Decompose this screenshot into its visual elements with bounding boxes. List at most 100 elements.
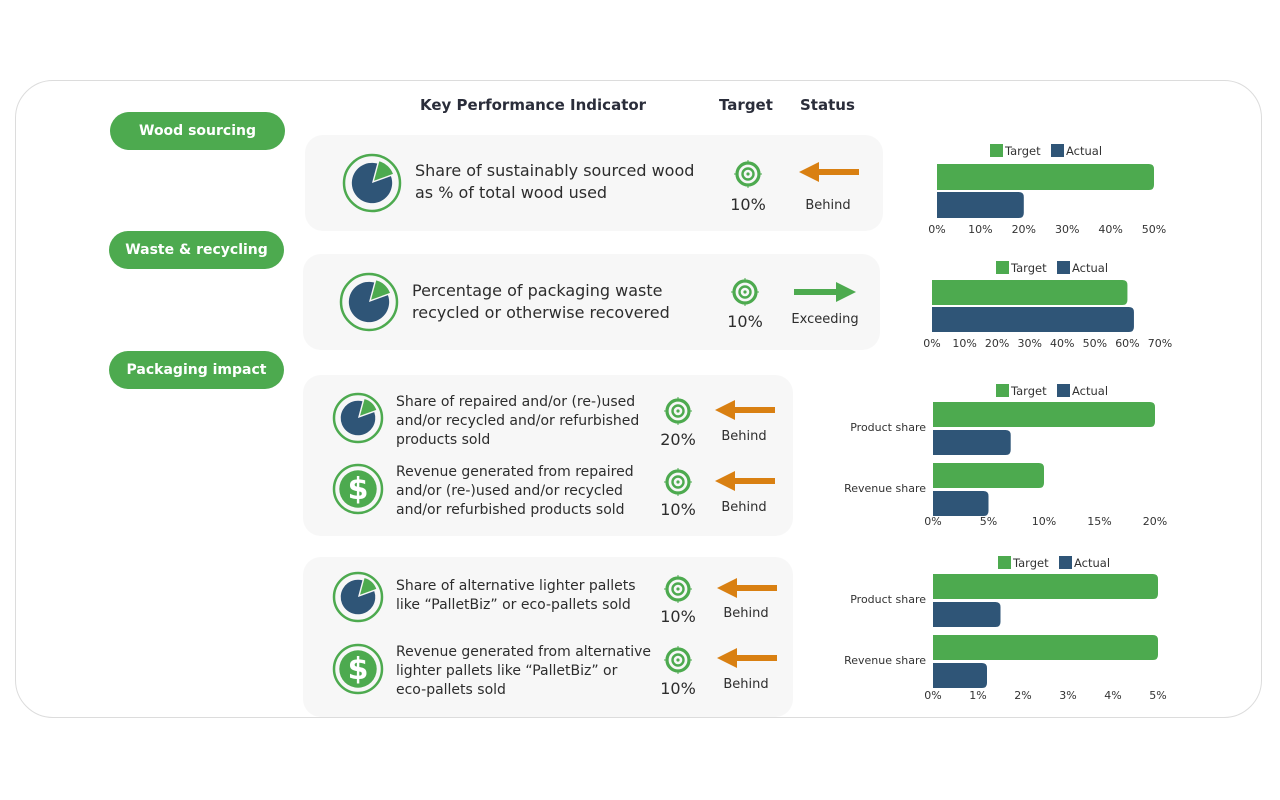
chart-legend: Target Actual [998,556,1110,570]
dollar-icon: $ [332,463,384,515]
pie-chart-icon [339,272,399,332]
legend-swatch-target [996,384,1009,397]
kpi-column-header: Key Performance Indicator [420,96,647,114]
bar-target-revenue-share [933,463,1044,488]
legend-swatch-actual [1059,556,1072,569]
status-label: Behind [723,606,769,621]
arrow-left-icon [717,578,777,598]
kpi-description: Share of alternative lighter pallets like… [396,577,636,615]
x-tick-label: 40% [1050,337,1074,350]
legend-label-target: Target [1010,384,1047,398]
arrow-left-icon [715,471,775,491]
bar-actual-product-share [933,430,1011,455]
x-tick-label: 40% [1098,223,1122,236]
kpi-description-line: and/or (re-)used and/or recycled [396,483,623,499]
kpi-card-waste [303,254,880,350]
kpi-card-repaired [303,375,793,536]
bar-actual-product-share [933,602,1001,627]
x-tick-label: 30% [1055,223,1079,236]
target-icon [664,397,692,425]
status-label: Behind [805,198,851,213]
bar-actual-revenue-share [933,491,989,516]
target-value: 20% [660,430,696,449]
kpi-description-line: recycled or otherwise recovered [412,303,670,322]
legend-swatch-actual [1051,144,1064,157]
chart-legend: Target Actual [996,261,1108,275]
bar-target-value [932,280,1128,305]
legend-label-actual: Actual [1074,556,1110,570]
kpi-description-line: products sold [396,432,491,448]
kpi-description-line: Percentage of packaging waste [412,281,663,300]
chart-legend: Target Actual [990,144,1102,158]
legend-label-actual: Actual [1066,144,1102,158]
kpi-card-pallets [303,557,793,717]
kpi-description: Revenue generated from repaired and/or (r… [396,463,634,520]
kpi-description-line: Revenue generated from repaired [396,464,634,480]
bar-actual-revenue-share [933,663,987,688]
bar-target-revenue-share [933,635,1158,660]
x-tick-label: 30% [1017,337,1041,350]
target-value: 10% [660,679,696,698]
kpi-card-wood [305,135,883,231]
chart-legend: Target Actual [996,384,1108,398]
target-icon [731,278,759,306]
dashboard-frame [15,80,1262,718]
target-column-header: Target [719,96,773,114]
svg-text:$: $ [348,652,369,687]
x-tick-label: 20% [1012,223,1036,236]
pie-chart-icon [342,153,402,213]
kpi-description-line: like “PalletBiz” or eco-pallets sold [396,597,631,613]
x-tick-label: 2% [1014,689,1031,702]
legend-swatch-actual [1057,384,1070,397]
x-tick-label: 20% [985,337,1009,350]
target-icon [664,646,692,674]
category-pill-packaging-impact[interactable]: Packaging impact [109,351,284,389]
kpi-description-line: and/or recycled and/or refurbished [396,413,640,429]
x-tick-label: 10% [952,337,976,350]
legend-swatch-target [998,556,1011,569]
kpi-description: Revenue generated from alternative lighte… [396,643,651,700]
kpi-description-line: Share of alternative lighter pallets [396,578,636,594]
legend-label-target: Target [1010,261,1047,275]
chart-wood-sourcing: Target Actual 0% 10% 20% 30% 40% 50% [928,144,1166,236]
bar-actual-value [932,307,1134,332]
bar-actual-value [937,192,1024,218]
x-tick-label: 5% [1149,689,1166,702]
chart-repaired-products: Target Actual Product share Revenue share 0%… [844,384,1167,528]
legend-label-actual: Actual [1072,261,1108,275]
target-value: 10% [660,607,696,626]
svg-text:$: $ [348,472,369,507]
x-tick-label: 60% [1115,337,1139,350]
status-label: Behind [723,677,769,692]
x-tick-label: 50% [1142,223,1166,236]
kpi-description: Share of sustainably sourced wood as % of… [415,160,694,204]
category-label: Product share [850,421,926,434]
x-tick-label: 4% [1104,689,1121,702]
target-icon [734,160,762,188]
chart-lighter-pallets: Target Actual Product share Revenue share 0%… [844,556,1167,702]
category-label: Revenue share [844,482,926,495]
x-tick-label: 3% [1059,689,1076,702]
x-tick-label: 20% [1143,515,1167,528]
x-tick-label: 15% [1087,515,1111,528]
x-tick-label: 5% [980,515,997,528]
pie-chart-icon [332,392,384,444]
legend-label-actual: Actual [1072,384,1108,398]
x-tick-label: 0% [928,223,945,236]
kpi-description-line: Share of sustainably sourced wood [415,161,695,180]
category-pill-wood-sourcing[interactable]: Wood sourcing [110,112,285,150]
kpi-description-line: Revenue generated from alternative [396,644,652,660]
chart-waste-recycling: Target Actual 0% 10% 20% 30% 40% 50% 60% 70% [923,261,1172,350]
target-value: 10% [727,312,763,331]
target-value: 10% [660,500,696,519]
target-icon [664,575,692,603]
kpi-description: Share of repaired and/or (re-)used and/or… [396,393,639,450]
kpi-description-line: as % of total wood used [415,183,608,202]
arrow-right-icon [794,282,856,302]
category-pill-waste-recycling[interactable]: Waste & recycling [109,231,284,269]
x-tick-label: 50% [1083,337,1107,350]
x-tick-label: 0% [923,337,940,350]
arrow-left-icon [799,162,859,182]
target-value: 10% [730,195,766,214]
x-tick-label: 1% [969,689,986,702]
